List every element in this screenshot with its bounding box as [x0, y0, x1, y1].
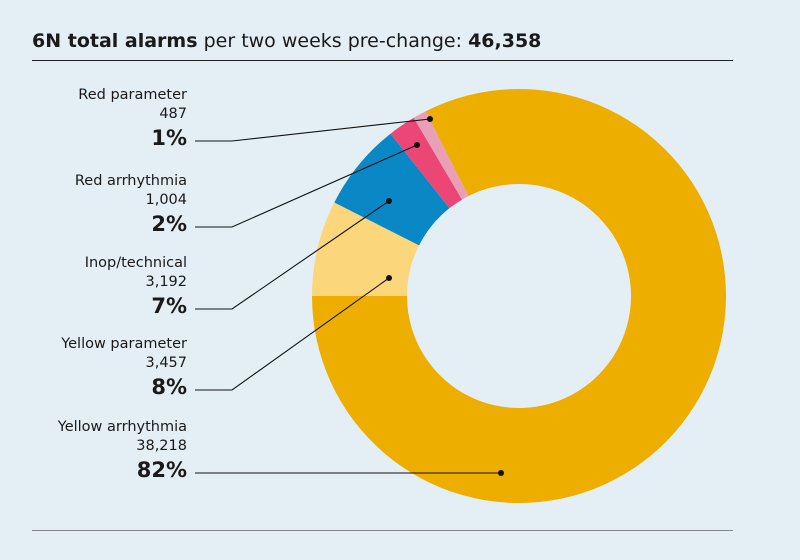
- label-inop-technical: Inop/technical 3,192 7%: [85, 254, 187, 320]
- top-divider: [32, 60, 733, 61]
- title-regular: per two weeks pre-change:: [197, 30, 469, 52]
- label-yellow-arrhythmia: Yellow arrhythmia 38,218 82%: [58, 418, 187, 484]
- slice-yellow-parameter: [312, 202, 420, 296]
- leader-line: [195, 144, 418, 228]
- slice-count: 38,218: [136, 438, 187, 454]
- slice-count: 487: [159, 106, 187, 122]
- slice-name: Red parameter: [78, 87, 187, 103]
- slice-count: 3,192: [145, 274, 187, 290]
- title-total: 46,358: [468, 30, 542, 52]
- slice-name: Yellow parameter: [61, 336, 187, 352]
- chart-title: 6N total alarms per two weeks pre-change…: [32, 30, 541, 52]
- slice-red-arrhythmia: [390, 117, 463, 209]
- leader-dot: [386, 198, 392, 204]
- slice-count: 3,457: [145, 355, 187, 371]
- title-bold: 6N total alarms: [32, 30, 198, 52]
- label-red-arrhythmia: Red arrhythmia 1,004 2%: [75, 172, 187, 238]
- slice-percent: 7%: [151, 294, 187, 318]
- slice-yellow-arrhythmia: [312, 89, 727, 504]
- slice-red-parameter: [413, 111, 469, 200]
- slice-percent: 82%: [136, 458, 187, 482]
- slice-inop-technical: [334, 133, 450, 246]
- bottom-divider: [32, 530, 733, 531]
- leader-line: [195, 200, 390, 310]
- leader-line: [195, 118, 431, 142]
- leader-dot: [427, 116, 433, 122]
- slice-count: 1,004: [145, 192, 187, 208]
- label-yellow-parameter: Yellow parameter 3,457 8%: [61, 335, 187, 401]
- slice-percent: 8%: [151, 375, 187, 399]
- slice-name: Inop/technical: [84, 255, 187, 271]
- leader-line: [195, 277, 390, 391]
- slice-name: Yellow arrhythmia: [57, 419, 187, 435]
- leader-dot: [386, 275, 392, 281]
- leader-dot: [414, 142, 420, 148]
- leader-dot: [498, 470, 504, 476]
- slice-percent: 1%: [151, 126, 187, 150]
- label-red-parameter: Red parameter 487 1%: [78, 86, 187, 152]
- slice-name: Red arrhythmia: [74, 173, 187, 189]
- slice-percent: 2%: [151, 212, 187, 236]
